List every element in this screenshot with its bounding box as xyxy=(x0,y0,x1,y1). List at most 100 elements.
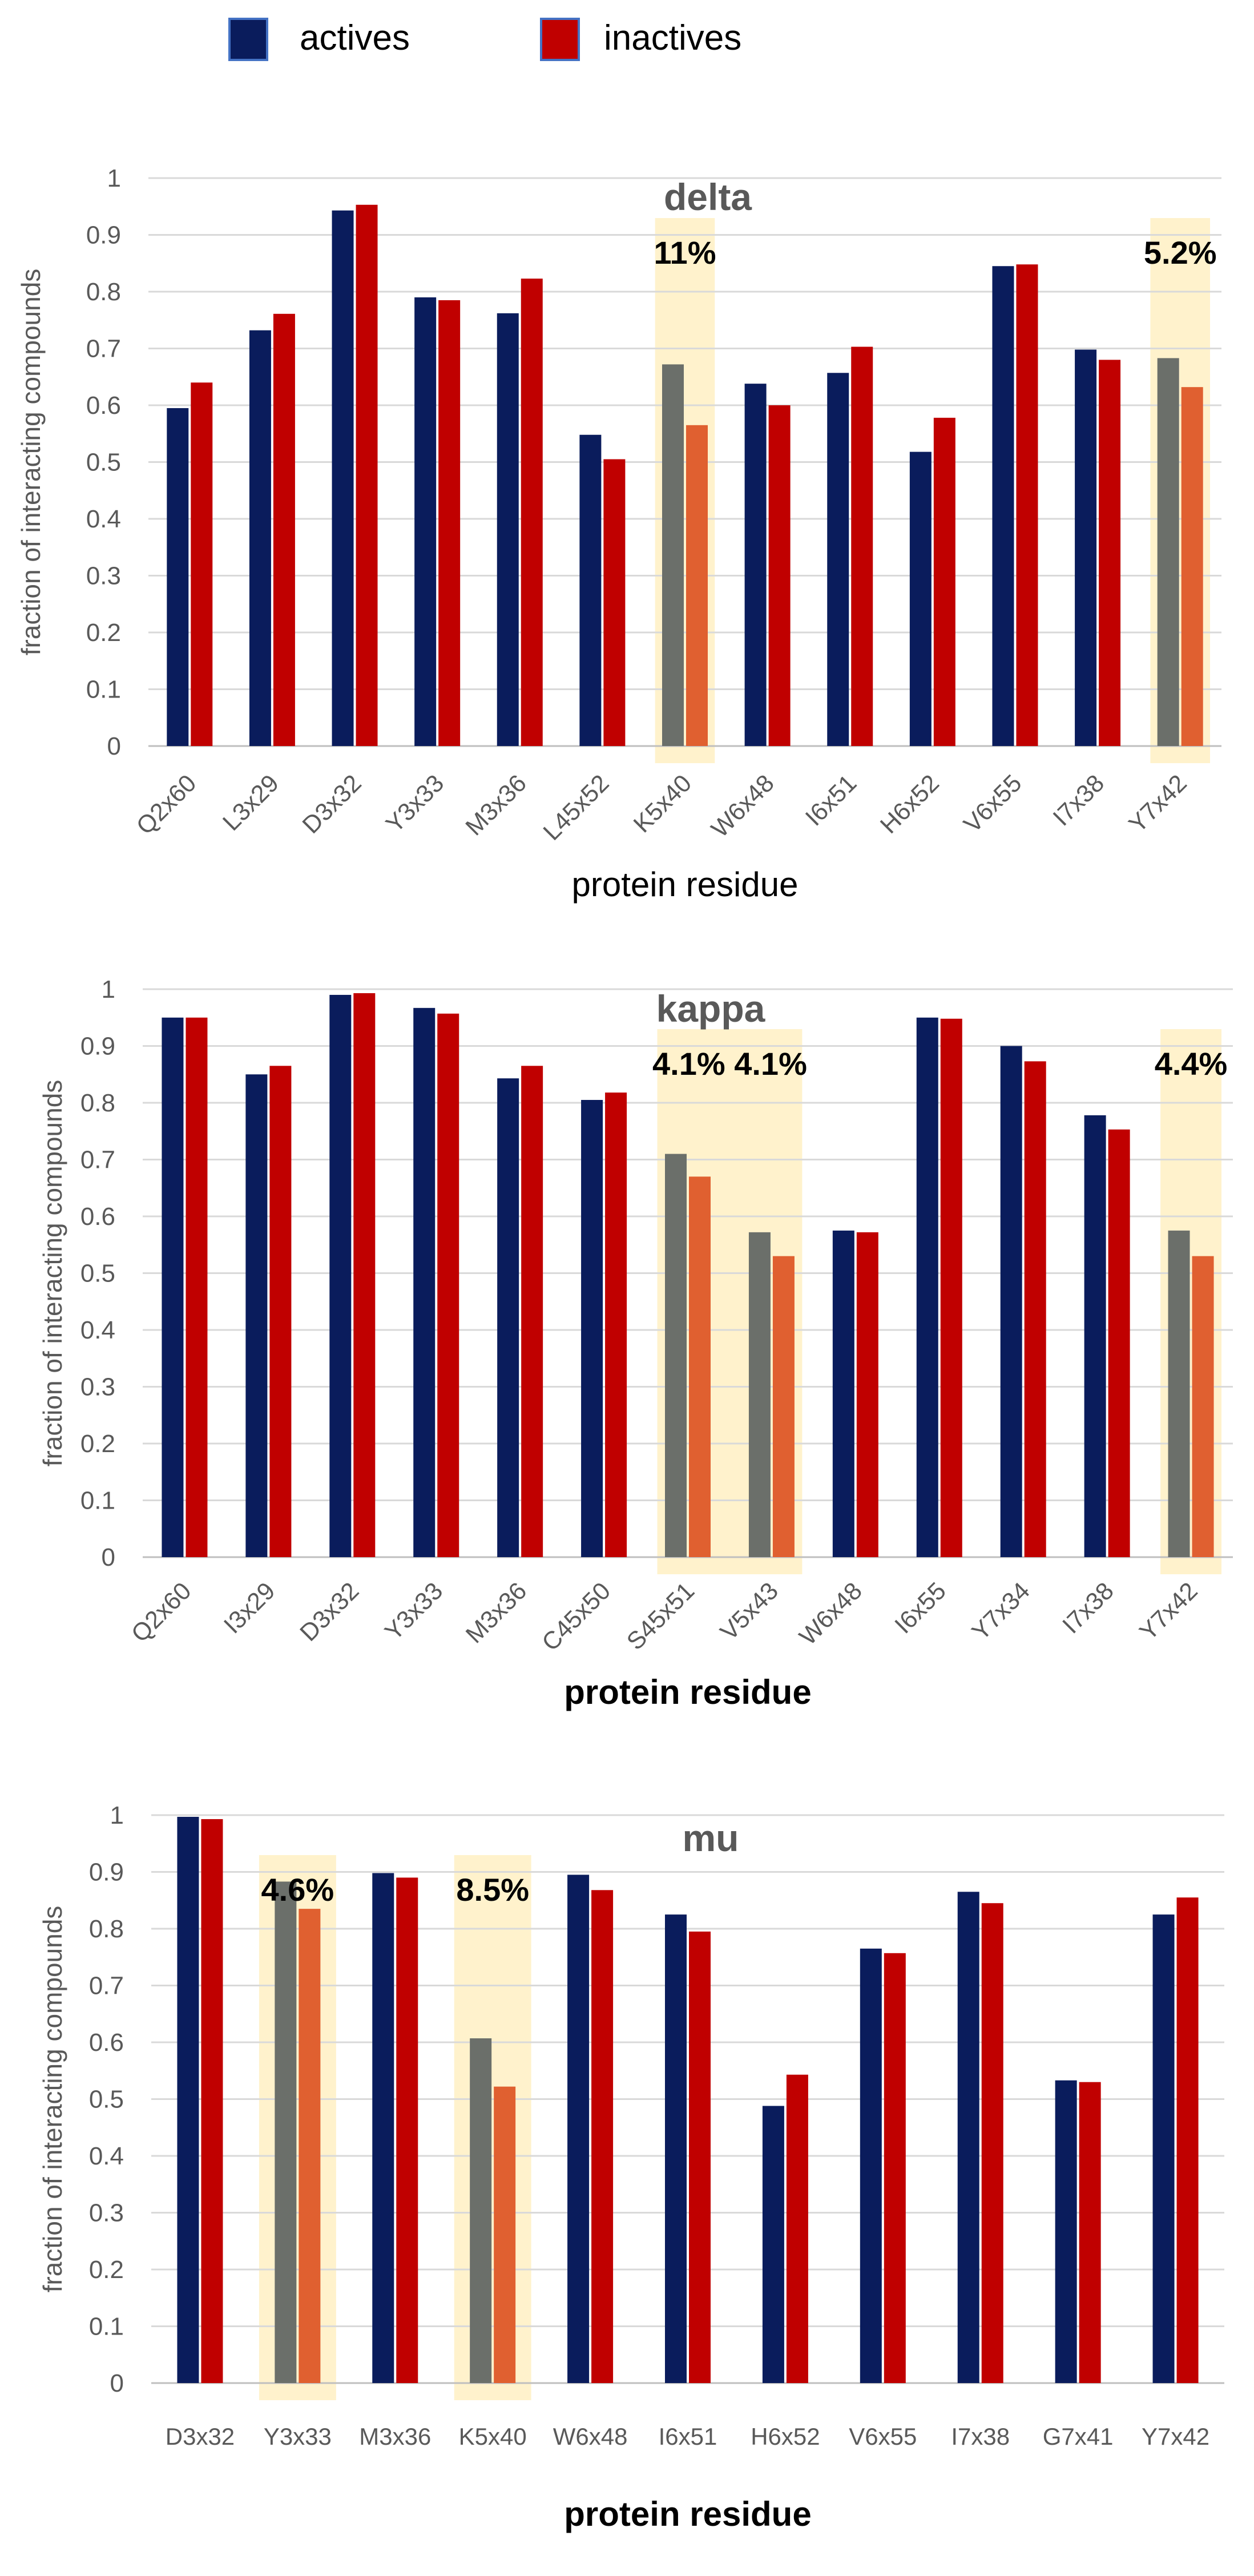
x-tick-label: Y7x42 xyxy=(1124,769,1192,838)
y-tick-label: 0.8 xyxy=(80,1089,115,1117)
bar-inactives-W6x48 xyxy=(591,1890,614,2383)
bar-inactives-Y3x33 xyxy=(299,1909,321,2383)
bar-inactives-W6x48 xyxy=(768,405,791,746)
x-tick-label: M3x36 xyxy=(461,1577,532,1648)
chart-kappa: 0 0.1 0.2 0.3 0.4 0.5 0.6 0.7 0.8 0.9 1 Q2x60 I3x29 D… xyxy=(38,975,1233,1711)
bar-actives-Y7x42 xyxy=(1168,1230,1190,1557)
y-tick-label: 0.1 xyxy=(86,676,121,704)
bar-actives-Q2x60 xyxy=(162,1017,184,1557)
chart-title: kappa xyxy=(656,987,766,1030)
bar-inactives-Y7x42 xyxy=(1192,1256,1214,1557)
y-tick-label: 0.6 xyxy=(80,1203,115,1231)
y-axis-label: fraction of interacting compounds xyxy=(38,1906,67,2293)
bar-actives-D3x32 xyxy=(177,1816,199,2383)
legend-label-inactives: inactives xyxy=(604,18,741,58)
bar-actives-Y7x42 xyxy=(1152,1914,1175,2383)
bar-actives-M3x36 xyxy=(497,1078,519,1557)
x-axis-label: protein residue xyxy=(564,1673,811,1711)
chart-title: mu xyxy=(683,1817,739,1859)
bar-inactives-I6x55 xyxy=(940,1018,962,1557)
y-tick-label: 0 xyxy=(102,1543,115,1571)
bar-inactives-Y7x42 xyxy=(1181,387,1203,746)
x-tick-label: I7x38 xyxy=(951,2423,1010,2450)
x-tick-label: D3x32 xyxy=(166,2423,235,2450)
bar-inactives-D3x32 xyxy=(201,1819,223,2383)
bar-inactives-H6x52 xyxy=(933,417,955,746)
y-axis-label: fraction of interacting compounds xyxy=(16,269,46,656)
bar-actives-K5x40 xyxy=(662,364,684,746)
bar-inactives-M3x36 xyxy=(521,279,543,746)
bar-actives-Y7x34 xyxy=(1000,1046,1022,1557)
bar-actives-Q2x60 xyxy=(167,408,189,746)
y-tick-label: 0.2 xyxy=(89,2256,124,2284)
x-axis-label: protein residue xyxy=(572,865,799,904)
y-tick-label: 0.4 xyxy=(80,1316,115,1344)
y-tick-label: 0.9 xyxy=(80,1033,115,1061)
legend: actives inactives xyxy=(228,18,741,61)
bar-actives-I6x51 xyxy=(827,373,849,746)
y-tick-label: 0 xyxy=(110,2369,124,2397)
y-tick-label: 0.4 xyxy=(89,2142,124,2170)
bar-actives-V5x43 xyxy=(748,1232,771,1557)
bar-actives-M3x36 xyxy=(372,1873,394,2383)
highlight-label: 4.6% xyxy=(261,1872,334,1908)
x-tick-label: Y3x33 xyxy=(381,769,449,838)
bar-inactives-G7x41 xyxy=(1079,2082,1101,2383)
bar-inactives-K5x40 xyxy=(686,425,708,746)
bar-inactives-Q2x60 xyxy=(186,1017,208,1557)
x-tick-label: I6x55 xyxy=(890,1577,951,1639)
bar-inactives-V5x43 xyxy=(772,1256,795,1557)
x-tick-label: W6x48 xyxy=(794,1577,868,1651)
bar-actives-L3x29 xyxy=(249,330,271,746)
legend-swatch-actives xyxy=(228,18,268,61)
bar-inactives-V6x55 xyxy=(884,1953,906,2383)
y-tick-label: 1 xyxy=(102,975,115,1003)
bar-inactives-I3x29 xyxy=(269,1066,292,1557)
bar-actives-V6x55 xyxy=(992,266,1014,747)
x-tick-label: K5x40 xyxy=(459,2423,527,2450)
bar-inactives-M3x36 xyxy=(396,1877,418,2383)
bar-inactives-I6x51 xyxy=(851,346,873,746)
highlight-band xyxy=(259,1855,336,2400)
y-tick-label: 0.6 xyxy=(86,392,121,420)
x-tick-label: D3x32 xyxy=(295,1577,365,1647)
bar-actives-W6x48 xyxy=(744,384,767,746)
y-tick-label: 0.3 xyxy=(86,562,121,590)
y-tick-label: 0.9 xyxy=(86,221,121,249)
bar-actives-V6x55 xyxy=(860,1948,882,2383)
x-tick-label: L3x29 xyxy=(217,769,284,836)
y-tick-label: 0.5 xyxy=(86,449,121,477)
x-tick-label: L45x52 xyxy=(538,769,615,846)
bar-actives-H6x52 xyxy=(909,451,932,746)
legend-swatch-inactives xyxy=(540,18,580,61)
bar-actives-Y3x33 xyxy=(413,1007,436,1557)
x-tick-label: Y7x42 xyxy=(1142,2423,1209,2450)
bar-inactives-L3x29 xyxy=(273,313,295,746)
y-tick-label: 0.8 xyxy=(89,1915,124,1943)
bar-actives-Y3x33 xyxy=(414,297,437,746)
y-tick-label: 0.1 xyxy=(80,1487,115,1515)
bar-actives-I7x38 xyxy=(1075,349,1097,746)
x-tick-label: V6x55 xyxy=(958,769,1027,838)
y-tick-label: 0.9 xyxy=(89,1859,124,1886)
x-tick-label: S45x51 xyxy=(622,1577,700,1655)
chart-delta: 0 0.1 0.2 0.3 0.4 0.5 0.6 0.7 0.8 0.9 1 Q2x60 L3x29 D… xyxy=(16,164,1221,904)
y-tick-label: 0.3 xyxy=(80,1373,115,1401)
y-tick-label: 0.4 xyxy=(86,505,121,533)
y-axis-label: fraction of interacting compounds xyxy=(38,1080,67,1467)
highlight-label: 4.4% xyxy=(1155,1046,1228,1082)
x-tick-label: G7x41 xyxy=(1043,2423,1114,2450)
bar-actives-Y7x42 xyxy=(1157,358,1179,746)
highlight-label: 8.5% xyxy=(456,1872,529,1908)
bar-actives-W6x48 xyxy=(567,1874,590,2383)
bar-actives-H6x52 xyxy=(762,2106,784,2383)
x-tick-label: V5x43 xyxy=(715,1577,784,1646)
y-tick-label: 0.2 xyxy=(80,1430,115,1458)
y-tick-label: 0.6 xyxy=(89,2029,124,2057)
y-tick-label: 0 xyxy=(107,732,121,760)
y-tick-label: 0.5 xyxy=(89,2086,124,2114)
bar-inactives-M3x36 xyxy=(521,1066,543,1557)
bar-inactives-D3x32 xyxy=(356,204,378,746)
